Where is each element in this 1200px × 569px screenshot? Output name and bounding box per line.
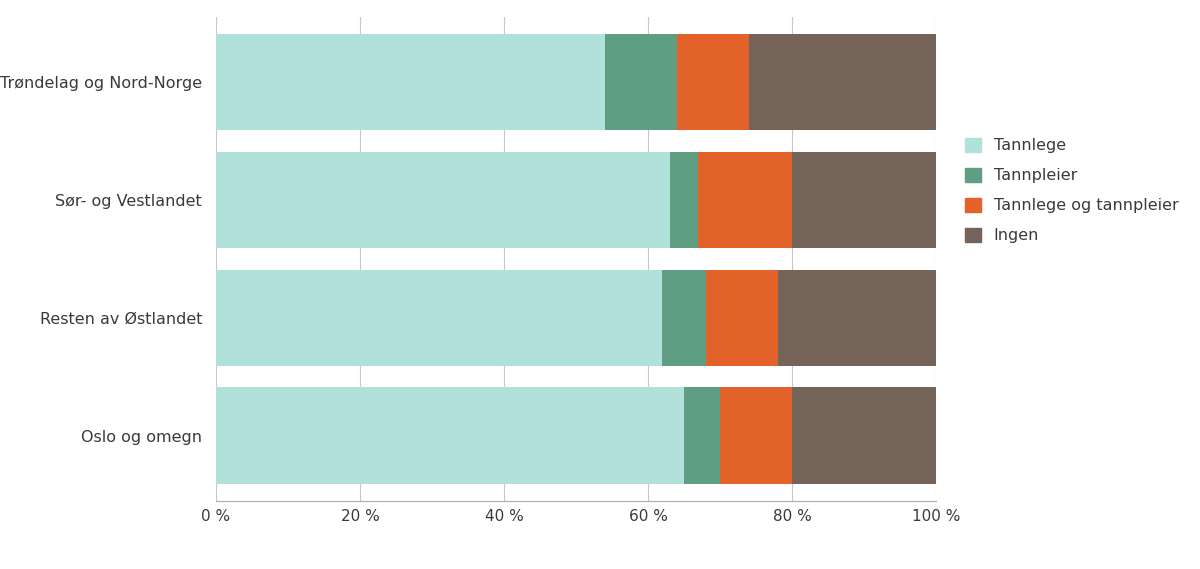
Bar: [216, 34, 605, 130]
Bar: [698, 151, 792, 248]
Bar: [216, 270, 662, 366]
Bar: [677, 34, 749, 130]
Bar: [778, 270, 936, 366]
Bar: [706, 270, 778, 366]
Bar: [662, 270, 706, 366]
Legend: Tannlege, Tannpleier, Tannlege og tannpleier, Ingen: Tannlege, Tannpleier, Tannlege og tannpl…: [959, 131, 1184, 250]
Bar: [720, 387, 792, 484]
Bar: [749, 34, 936, 130]
Bar: [792, 151, 936, 248]
Bar: [670, 151, 698, 248]
Bar: [216, 387, 684, 484]
Bar: [792, 387, 936, 484]
Bar: [605, 34, 677, 130]
Bar: [216, 151, 670, 248]
Bar: [684, 387, 720, 484]
